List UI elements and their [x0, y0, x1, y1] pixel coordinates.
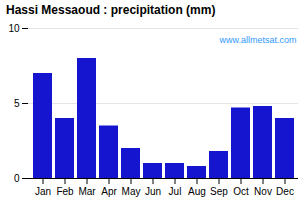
svg-text:Aug: Aug — [188, 186, 206, 197]
svg-text:May: May — [122, 186, 141, 197]
svg-text:10: 10 — [8, 23, 20, 34]
svg-text:Jan: Jan — [35, 186, 51, 197]
svg-text:Oct: Oct — [233, 186, 249, 197]
svg-text:Sep: Sep — [210, 186, 228, 197]
svg-text:www.allmetsat.com: www.allmetsat.com — [218, 35, 296, 45]
svg-text:Feb: Feb — [56, 186, 74, 197]
svg-text:Dec: Dec — [276, 186, 294, 197]
html-text:Hassi Messaoud : precipitation: Hassi Messaoud : precipitation (mm) — [6, 3, 216, 17]
svg-text:Mar: Mar — [78, 186, 96, 197]
svg-text:Apr: Apr — [101, 186, 117, 197]
svg-text:Jun: Jun — [145, 186, 161, 197]
svg-text:Nov: Nov — [254, 186, 272, 197]
svg-text:Jul: Jul — [169, 186, 182, 197]
svg-text:5: 5 — [14, 98, 20, 109]
svg-text:0: 0 — [14, 173, 20, 184]
